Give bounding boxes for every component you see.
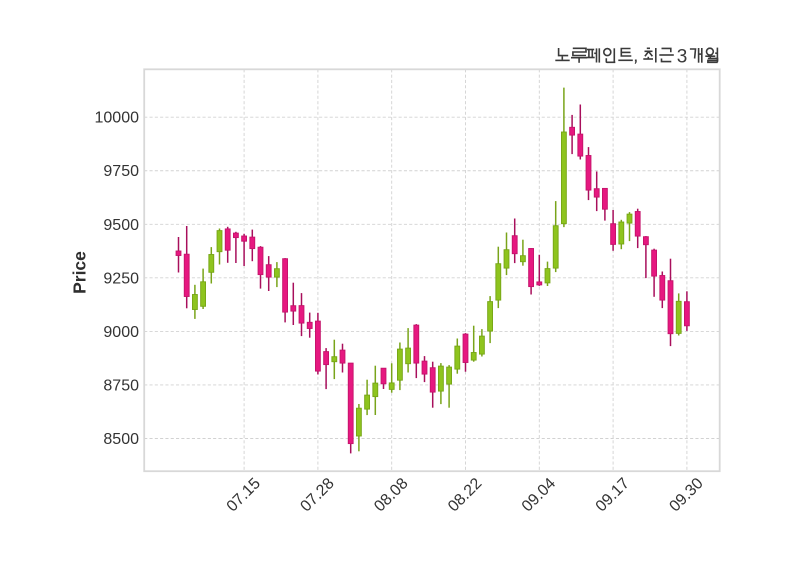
svg-text:10000: 10000 xyxy=(95,110,140,127)
svg-text:9000: 9000 xyxy=(103,324,139,341)
svg-text:9500: 9500 xyxy=(103,217,139,234)
svg-text:8750: 8750 xyxy=(103,377,139,394)
svg-text:Price: Price xyxy=(69,251,89,294)
svg-text:8500: 8500 xyxy=(103,431,139,448)
svg-text:3: 3 xyxy=(677,46,688,67)
svg-text:9750: 9750 xyxy=(103,163,139,180)
svg-text:9250: 9250 xyxy=(103,270,139,287)
